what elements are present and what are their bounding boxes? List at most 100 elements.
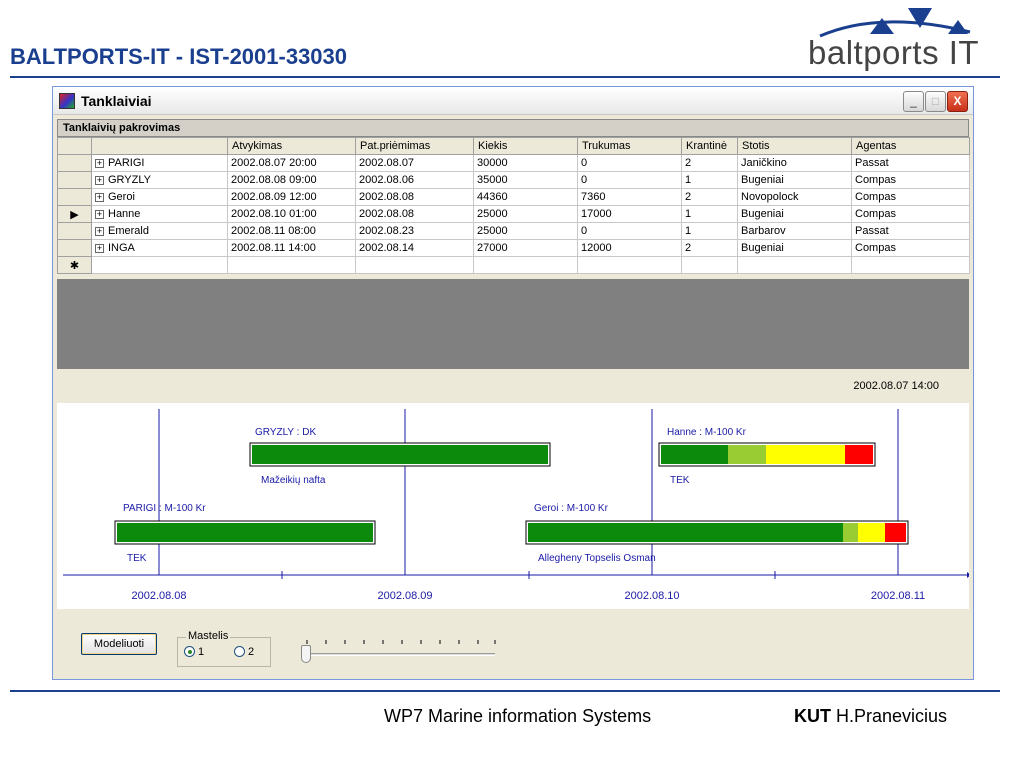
table-cell[interactable]: Compas: [851, 188, 970, 206]
table-cell[interactable]: 2002.08.06: [355, 171, 474, 189]
slide-title: BALTPORTS-IT - IST-2001-33030: [10, 44, 348, 69]
bar-segment-green: [252, 445, 548, 464]
table-cell[interactable]: 25000: [473, 222, 578, 240]
table-cell[interactable]: Passat: [851, 222, 970, 240]
table-cell[interactable]: 0: [577, 171, 682, 189]
table-cell[interactable]: Bugeniai: [737, 171, 852, 189]
table-cell[interactable]: [681, 256, 738, 274]
table-cell[interactable]: [577, 256, 682, 274]
column-header[interactable]: Kiekis: [473, 137, 578, 155]
row-selector[interactable]: [57, 222, 92, 240]
table-row[interactable]: + Emerald 2002.08.11 08:00 2002.08.23 25000 0…: [57, 222, 970, 240]
table-cell[interactable]: Bugeniai: [737, 239, 852, 257]
table-cell[interactable]: [227, 256, 356, 274]
expand-icon[interactable]: +: [95, 242, 104, 253]
table-cell[interactable]: Bugeniai: [737, 205, 852, 223]
table-cell[interactable]: 2002.08.07 20:00: [227, 154, 356, 172]
slider-thumb[interactable]: [301, 645, 311, 663]
table-row[interactable]: + GRYZLY 2002.08.08 09:00 2002.08.06 35000 0 1…: [57, 171, 970, 189]
table-cell[interactable]: 25000: [473, 205, 578, 223]
table-cell[interactable]: [91, 256, 228, 274]
table-cell[interactable]: 2002.08.10 01:00: [227, 205, 356, 223]
zoom-slider[interactable]: [299, 635, 499, 671]
table-cell[interactable]: 2002.08.08: [355, 205, 474, 223]
row-selector[interactable]: [57, 154, 92, 172]
table-cell[interactable]: 44360: [473, 188, 578, 206]
table-row[interactable]: ▶ + Hanne 2002.08.10 01:00 2002.08.08 25000 17…: [57, 205, 970, 223]
table-cell[interactable]: 2002.08.11 14:00: [227, 239, 356, 257]
bar-segment-green: [117, 523, 373, 542]
expand-icon[interactable]: +: [95, 157, 104, 168]
table-cell[interactable]: 2002.08.08: [355, 188, 474, 206]
table-cell[interactable]: [473, 256, 578, 274]
table-cell[interactable]: Compas: [851, 171, 970, 189]
table-cell[interactable]: 1: [681, 171, 738, 189]
table-cell[interactable]: 30000: [473, 154, 578, 172]
new-row[interactable]: ✱: [57, 256, 970, 274]
tanker-name-cell[interactable]: + PARIGI: [91, 154, 228, 172]
expand-icon[interactable]: +: [95, 174, 104, 185]
slider-track[interactable]: [303, 653, 495, 656]
expand-icon[interactable]: +: [95, 191, 104, 202]
table-cell[interactable]: 2002.08.11 08:00: [227, 222, 356, 240]
tanker-name-cell[interactable]: + Geroi: [91, 188, 228, 206]
table-row[interactable]: + Geroi 2002.08.09 12:00 2002.08.08 44360 736…: [57, 188, 970, 206]
table-cell[interactable]: 12000: [577, 239, 682, 257]
minimize-button[interactable]: _: [903, 91, 924, 112]
table-cell[interactable]: 2: [681, 154, 738, 172]
table-cell[interactable]: 27000: [473, 239, 578, 257]
table-cell[interactable]: Barbarov: [737, 222, 852, 240]
tanker-name-cell[interactable]: + Emerald: [91, 222, 228, 240]
table-cell[interactable]: Compas: [851, 239, 970, 257]
table-cell[interactable]: [851, 256, 970, 274]
table-cell[interactable]: [355, 256, 474, 274]
table-cell[interactable]: 7360: [577, 188, 682, 206]
column-header[interactable]: Krantinė: [681, 137, 738, 155]
table-cell[interactable]: Passat: [851, 154, 970, 172]
modeliuoti-button[interactable]: Modeliuoti: [81, 633, 157, 655]
axis-label: 2002.08.11: [871, 590, 925, 602]
table-cell[interactable]: 0: [577, 154, 682, 172]
table-cell[interactable]: 1: [681, 205, 738, 223]
table-cell[interactable]: Compas: [851, 205, 970, 223]
table-cell[interactable]: [737, 256, 852, 274]
table-cell[interactable]: 2002.08.23: [355, 222, 474, 240]
table-cell[interactable]: Janičkino: [737, 154, 852, 172]
table-cell[interactable]: 2: [681, 239, 738, 257]
row-selector[interactable]: [57, 171, 92, 189]
close-button[interactable]: X: [947, 91, 968, 112]
table-row[interactable]: + PARIGI 2002.08.07 20:00 2002.08.07 30000 0 2…: [57, 154, 970, 172]
table-cell[interactable]: 2002.08.07: [355, 154, 474, 172]
expand-icon[interactable]: +: [95, 225, 104, 236]
bar-segment-yellow: [766, 445, 845, 464]
table-cell[interactable]: 2002.08.08 09:00: [227, 171, 356, 189]
row-selector[interactable]: [57, 188, 92, 206]
row-selector[interactable]: ▶: [57, 205, 92, 223]
table-cell[interactable]: 2: [681, 188, 738, 206]
column-header[interactable]: Pat.priėmimas: [355, 137, 474, 155]
table-cell[interactable]: 17000: [577, 205, 682, 223]
tanker-name-cell[interactable]: + Hanne: [91, 205, 228, 223]
maximize-button[interactable]: □: [925, 91, 946, 112]
table-cell[interactable]: 0: [577, 222, 682, 240]
tanker-name-cell[interactable]: + GRYZLY: [91, 171, 228, 189]
window-titlebar[interactable]: Tanklaiviai _ □ X: [53, 87, 973, 115]
table-cell[interactable]: 1: [681, 222, 738, 240]
scale-radio-1[interactable]: 1: [184, 646, 204, 658]
bar-segment-lightgreen: [843, 523, 858, 542]
table-row[interactable]: + INGA 2002.08.11 14:00 2002.08.14 27000 1200…: [57, 239, 970, 257]
new-row-marker[interactable]: ✱: [57, 256, 92, 274]
column-header[interactable]: Stotis: [737, 137, 852, 155]
scale-radio-2[interactable]: 2: [234, 646, 254, 658]
column-header[interactable]: Atvykimas: [227, 137, 356, 155]
column-header[interactable]: Trukumas: [577, 137, 682, 155]
row-selector[interactable]: [57, 239, 92, 257]
column-header[interactable]: Agentas: [851, 137, 970, 155]
table-cell[interactable]: 2002.08.09 12:00: [227, 188, 356, 206]
tanker-name-cell[interactable]: + INGA: [91, 239, 228, 257]
table-cell[interactable]: 2002.08.14: [355, 239, 474, 257]
column-header[interactable]: [91, 137, 228, 155]
expand-icon[interactable]: +: [95, 208, 104, 219]
table-cell[interactable]: Novopolock: [737, 188, 852, 206]
table-cell[interactable]: 35000: [473, 171, 578, 189]
